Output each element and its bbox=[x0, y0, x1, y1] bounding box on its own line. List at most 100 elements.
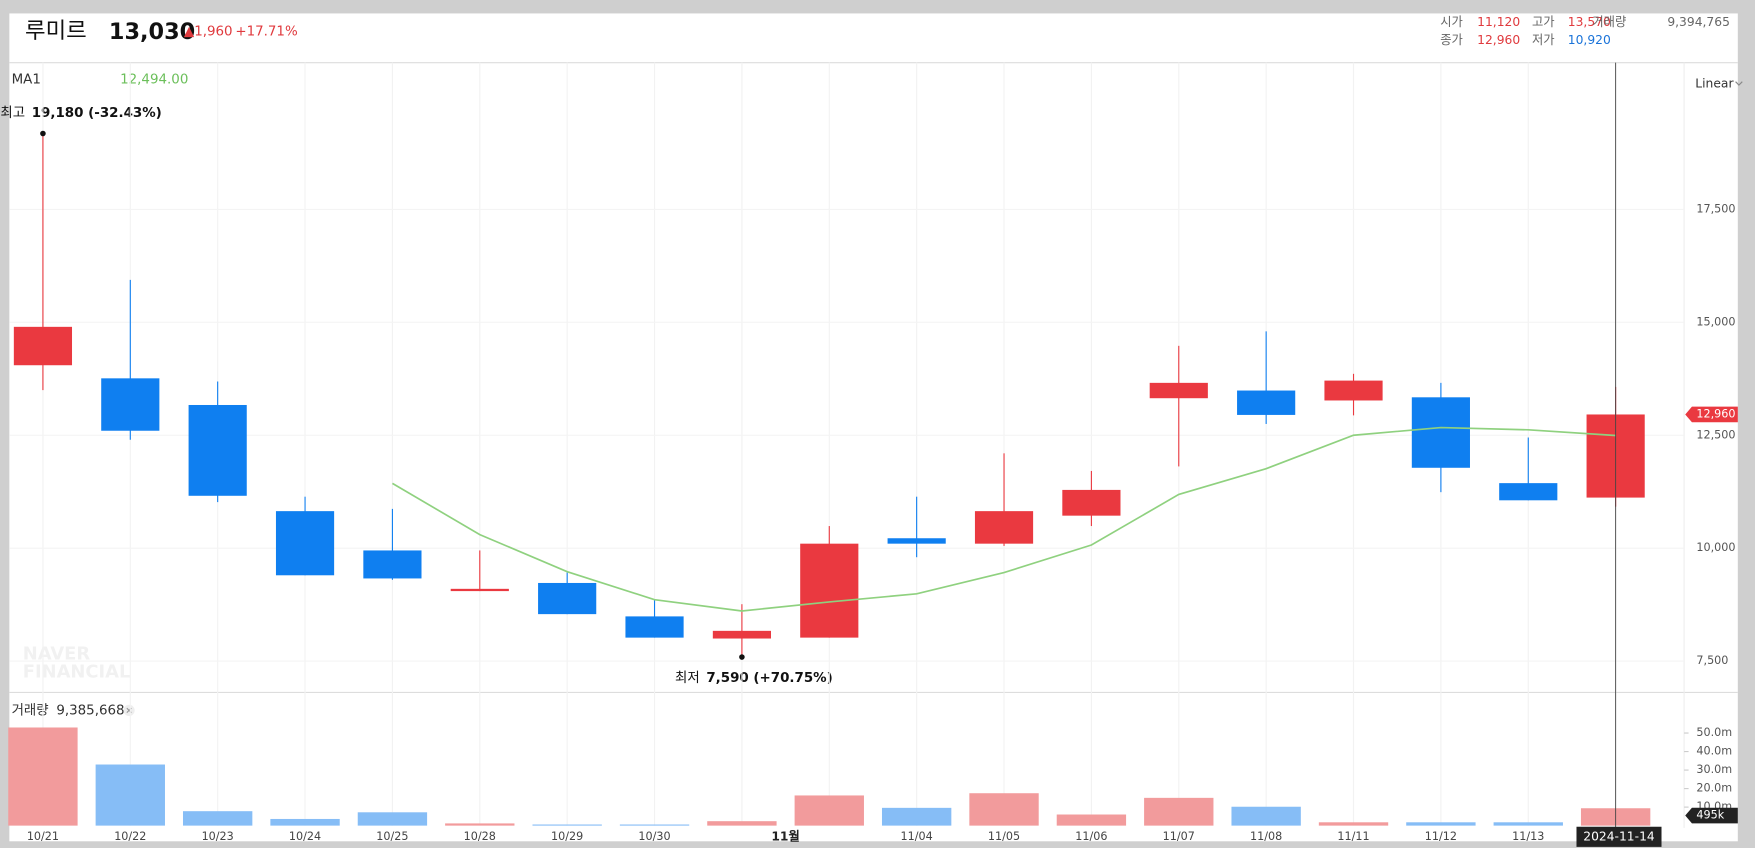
x-tick-label: 11/04 bbox=[901, 830, 933, 843]
y-tick-label: 15,000 bbox=[1696, 315, 1735, 328]
volume-bar bbox=[794, 795, 864, 826]
x-tick-label: 11/12 bbox=[1425, 830, 1457, 843]
candle-body bbox=[800, 543, 859, 638]
x-tick-label: 10/30 bbox=[638, 830, 670, 843]
candle-body bbox=[1062, 489, 1121, 516]
panel bbox=[9, 13, 1738, 842]
high-label-prefix: 최고 bbox=[0, 105, 25, 121]
stock-price: 13,030 bbox=[109, 19, 195, 45]
candle-body bbox=[1324, 380, 1383, 401]
candle-body bbox=[1411, 397, 1470, 468]
quote-value: 11,120 bbox=[1477, 15, 1520, 29]
volume-bar bbox=[270, 818, 340, 826]
low-marker bbox=[739, 654, 745, 660]
volume-bar bbox=[969, 793, 1039, 826]
candle-body bbox=[13, 326, 73, 366]
x-tick-label: 11/07 bbox=[1163, 830, 1195, 843]
quote-label: 시가 bbox=[1440, 15, 1463, 29]
price-change-pct: +17.71% bbox=[235, 24, 297, 39]
y-tick-label: 17,500 bbox=[1696, 202, 1735, 215]
dropdown-arrow[interactable] bbox=[1735, 81, 1743, 86]
volume-tick-label: 30.0m bbox=[1696, 763, 1732, 776]
volume-bar bbox=[881, 807, 952, 826]
y-tick-label: 10,000 bbox=[1696, 541, 1735, 554]
candle-body bbox=[887, 538, 946, 544]
y-tick-label: 12,500 bbox=[1696, 428, 1735, 441]
volume-bar bbox=[357, 812, 428, 826]
candle-body bbox=[1237, 390, 1296, 415]
x-tick-label: 11/05 bbox=[988, 830, 1020, 843]
volume-bar bbox=[532, 824, 602, 826]
candle-body bbox=[275, 511, 335, 576]
x-tick-label: 11/06 bbox=[1075, 830, 1107, 843]
volume-bar bbox=[707, 821, 777, 826]
candle-body bbox=[712, 630, 771, 639]
quote-value: 12,960 bbox=[1477, 33, 1520, 47]
candle-body bbox=[538, 582, 597, 615]
candle-body bbox=[1149, 382, 1208, 399]
candle-body bbox=[450, 588, 509, 592]
plot-area bbox=[42, 62, 1617, 826]
volume-tick-label: 50.0m bbox=[1696, 726, 1732, 739]
candle-body bbox=[974, 511, 1034, 544]
volume-bar bbox=[182, 811, 253, 826]
x-tick-label: 10/21 bbox=[27, 830, 59, 843]
x-tick-label: 10/22 bbox=[114, 830, 146, 843]
last-price-label: 12,960 bbox=[1696, 407, 1735, 420]
price-change: ▲1,960 bbox=[184, 24, 233, 39]
y-tick-label: 7,500 bbox=[1696, 654, 1728, 667]
quote-label: 거래량 bbox=[1592, 15, 1626, 29]
watermark: NAVER bbox=[23, 643, 91, 664]
volume-bar bbox=[1406, 822, 1476, 826]
volume-bar bbox=[1493, 822, 1563, 826]
quote-label: 저가 bbox=[1532, 33, 1555, 47]
volume-tick-label: 40.0m bbox=[1696, 745, 1732, 758]
volume-tick-label: 20.0m bbox=[1696, 782, 1732, 795]
x-tick-label: 10/23 bbox=[202, 830, 234, 843]
volume-bar bbox=[1231, 806, 1301, 826]
last-price-tag bbox=[1685, 406, 1738, 423]
volume-bar bbox=[445, 823, 515, 826]
high-label: 19,180 (-32.43%) bbox=[32, 106, 162, 121]
date-cursor-tag bbox=[1576, 826, 1662, 847]
volume-bar bbox=[1144, 797, 1214, 826]
volume-bar bbox=[8, 727, 78, 826]
x-tick-label: 11월 bbox=[771, 828, 799, 843]
candle-body bbox=[1499, 483, 1558, 501]
low-label: 7,590 (+70.75%) bbox=[706, 671, 832, 686]
candle-body bbox=[188, 404, 247, 496]
candle-body bbox=[101, 378, 160, 431]
x-tick-label: 10/24 bbox=[289, 830, 321, 843]
scale-selector[interactable]: Linear bbox=[1695, 76, 1734, 90]
watermark: FINANCIAL bbox=[23, 661, 131, 682]
x-tick-label: 10/29 bbox=[551, 830, 583, 843]
ma-line bbox=[391, 426, 1616, 612]
volume-value: 9,385,668 bbox=[56, 703, 124, 718]
quote-value: 10,920 bbox=[1568, 33, 1611, 47]
quote-value: 9,394,765 bbox=[1667, 15, 1730, 29]
candle-body bbox=[363, 550, 422, 579]
volume-cursor-tag bbox=[1685, 807, 1738, 824]
x-tick-label: 10/25 bbox=[376, 830, 408, 843]
high-marker bbox=[40, 130, 46, 137]
quote-value: 13,570 bbox=[1568, 15, 1611, 29]
x-tick-label: 11/11 bbox=[1337, 830, 1369, 843]
volume-bar bbox=[95, 764, 165, 826]
ma-value: 12,494.00 bbox=[120, 72, 188, 87]
volume-bar bbox=[1318, 822, 1389, 826]
x-tick-label: 11/13 bbox=[1512, 830, 1544, 843]
x-tick-label: 10/28 bbox=[464, 830, 496, 843]
x-tick-label: 11/08 bbox=[1250, 830, 1282, 843]
quote-label: 고가 bbox=[1532, 15, 1555, 29]
volume-bar bbox=[619, 824, 690, 826]
x-tick-label: 2024-11-14 bbox=[1583, 829, 1655, 843]
volume-cursor-label: 495k bbox=[1696, 809, 1724, 822]
stock-name: 루미르 bbox=[25, 18, 87, 44]
candle-body bbox=[625, 616, 684, 638]
low-label-prefix: 최저 bbox=[675, 670, 700, 686]
volume-bar bbox=[1056, 814, 1127, 826]
quote-label: 종가 bbox=[1440, 33, 1463, 47]
ma-name: MA1 bbox=[12, 72, 41, 87]
volume-label: 거래량 bbox=[12, 702, 49, 718]
